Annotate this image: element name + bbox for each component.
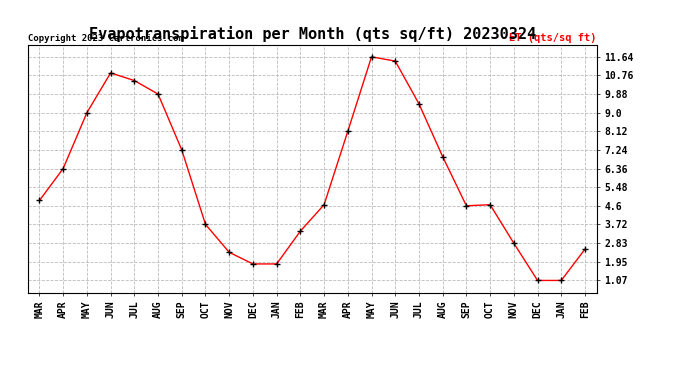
Title: Evapotranspiration per Month (qts sq/ft) 20230324: Evapotranspiration per Month (qts sq/ft)… [88, 27, 536, 42]
Text: ET (qts/sq ft): ET (qts/sq ft) [509, 33, 597, 42]
Text: Copyright 2023 Cartronics.com: Copyright 2023 Cartronics.com [28, 33, 184, 42]
